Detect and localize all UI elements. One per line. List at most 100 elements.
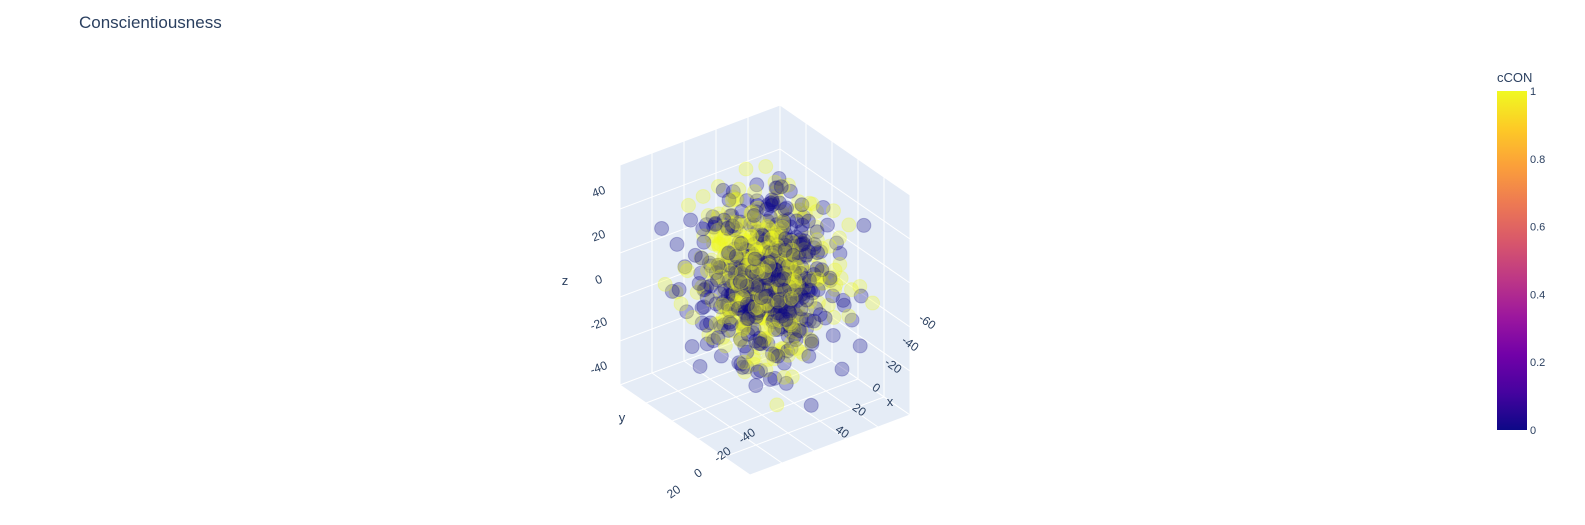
data-point[interactable] — [750, 364, 766, 380]
data-point[interactable] — [801, 271, 817, 287]
data-point[interactable] — [726, 250, 742, 266]
data-point[interactable] — [664, 283, 680, 299]
data-point[interactable] — [717, 225, 733, 241]
data-point[interactable] — [748, 204, 764, 220]
data-point[interactable] — [764, 197, 780, 213]
data-point[interactable] — [834, 361, 850, 377]
data-point[interactable] — [764, 299, 780, 315]
data-point[interactable] — [815, 275, 831, 291]
data-point[interactable] — [758, 331, 774, 347]
data-point[interactable] — [704, 263, 720, 279]
data-point[interactable] — [755, 254, 771, 270]
data-point[interactable] — [835, 292, 851, 308]
data-point[interactable] — [792, 232, 808, 248]
data-point[interactable] — [732, 330, 748, 346]
data-point[interactable] — [730, 243, 746, 259]
data-point[interactable] — [781, 294, 797, 310]
data-point[interactable] — [757, 307, 773, 323]
data-point[interactable] — [783, 290, 799, 306]
data-point[interactable] — [742, 279, 758, 295]
data-point[interactable] — [832, 245, 848, 261]
data-point[interactable] — [758, 320, 774, 336]
data-point[interactable] — [776, 341, 792, 357]
data-point[interactable] — [701, 327, 717, 343]
data-point[interactable] — [762, 263, 778, 279]
data-point[interactable] — [780, 328, 796, 344]
data-point[interactable] — [736, 282, 752, 298]
data-point[interactable] — [753, 269, 769, 285]
data-point[interactable] — [754, 335, 770, 351]
data-point[interactable] — [780, 177, 796, 193]
data-point[interactable] — [795, 237, 811, 253]
data-point[interactable] — [739, 311, 755, 327]
data-point[interactable] — [756, 264, 772, 280]
data-point[interactable] — [720, 220, 736, 236]
data-point[interactable] — [717, 283, 733, 299]
data-point[interactable] — [767, 243, 783, 259]
data-point[interactable] — [726, 241, 742, 257]
data-point[interactable] — [795, 258, 811, 274]
data-point[interactable] — [737, 258, 753, 274]
data-point[interactable] — [710, 179, 726, 195]
data-point[interactable] — [776, 282, 792, 298]
data-point[interactable] — [760, 351, 776, 367]
data-point[interactable] — [779, 259, 795, 275]
data-point[interactable] — [776, 271, 792, 287]
data-point[interactable] — [733, 331, 749, 347]
data-point[interactable] — [813, 268, 829, 284]
data-point[interactable] — [741, 298, 757, 314]
data-point[interactable] — [825, 269, 841, 285]
data-point[interactable] — [782, 305, 798, 321]
data-point[interactable] — [731, 355, 747, 371]
data-point[interactable] — [723, 248, 739, 264]
data-point[interactable] — [708, 316, 724, 332]
data-point[interactable] — [727, 259, 743, 275]
data-point[interactable] — [786, 328, 802, 344]
data-point[interactable] — [786, 254, 802, 270]
data-point[interactable] — [724, 218, 740, 234]
data-point[interactable] — [717, 272, 733, 288]
data-point[interactable] — [789, 260, 805, 276]
data-point[interactable] — [758, 266, 774, 282]
data-point[interactable] — [753, 283, 769, 299]
data-point[interactable] — [764, 220, 780, 236]
data-point[interactable] — [744, 284, 760, 300]
data-point[interactable] — [788, 229, 804, 245]
data-point[interactable] — [806, 240, 822, 256]
data-point[interactable] — [791, 297, 807, 313]
data-point[interactable] — [761, 244, 777, 260]
data-point[interactable] — [763, 300, 779, 316]
data-point[interactable] — [751, 306, 767, 322]
data-point[interactable] — [756, 258, 772, 274]
data-point[interactable] — [781, 286, 797, 302]
data-point[interactable] — [798, 247, 814, 263]
data-point[interactable] — [767, 345, 783, 361]
data-point[interactable] — [750, 305, 766, 321]
data-point[interactable] — [778, 375, 794, 391]
data-point[interactable] — [785, 265, 801, 281]
data-point[interactable] — [755, 272, 771, 288]
data-point[interactable] — [749, 224, 765, 240]
data-point[interactable] — [712, 316, 728, 332]
data-point[interactable] — [766, 321, 782, 337]
data-point[interactable] — [742, 299, 758, 315]
data-point[interactable] — [852, 278, 868, 294]
data-point[interactable] — [750, 265, 766, 281]
data-point[interactable] — [736, 276, 752, 292]
data-point[interactable] — [709, 258, 725, 274]
data-point[interactable] — [757, 330, 773, 346]
data-point[interactable] — [785, 244, 801, 260]
data-point[interactable] — [703, 278, 719, 294]
data-point[interactable] — [766, 293, 782, 309]
data-point[interactable] — [771, 296, 787, 312]
data-point[interactable] — [778, 200, 794, 216]
data-point[interactable] — [732, 237, 748, 253]
data-point[interactable] — [786, 287, 802, 303]
data-point[interactable] — [755, 276, 771, 292]
data-point[interactable] — [769, 307, 785, 323]
data-point[interactable] — [753, 309, 769, 325]
data-point[interactable] — [778, 292, 794, 308]
data-point[interactable] — [716, 317, 732, 333]
data-point[interactable] — [814, 275, 830, 291]
data-point[interactable] — [712, 299, 728, 315]
